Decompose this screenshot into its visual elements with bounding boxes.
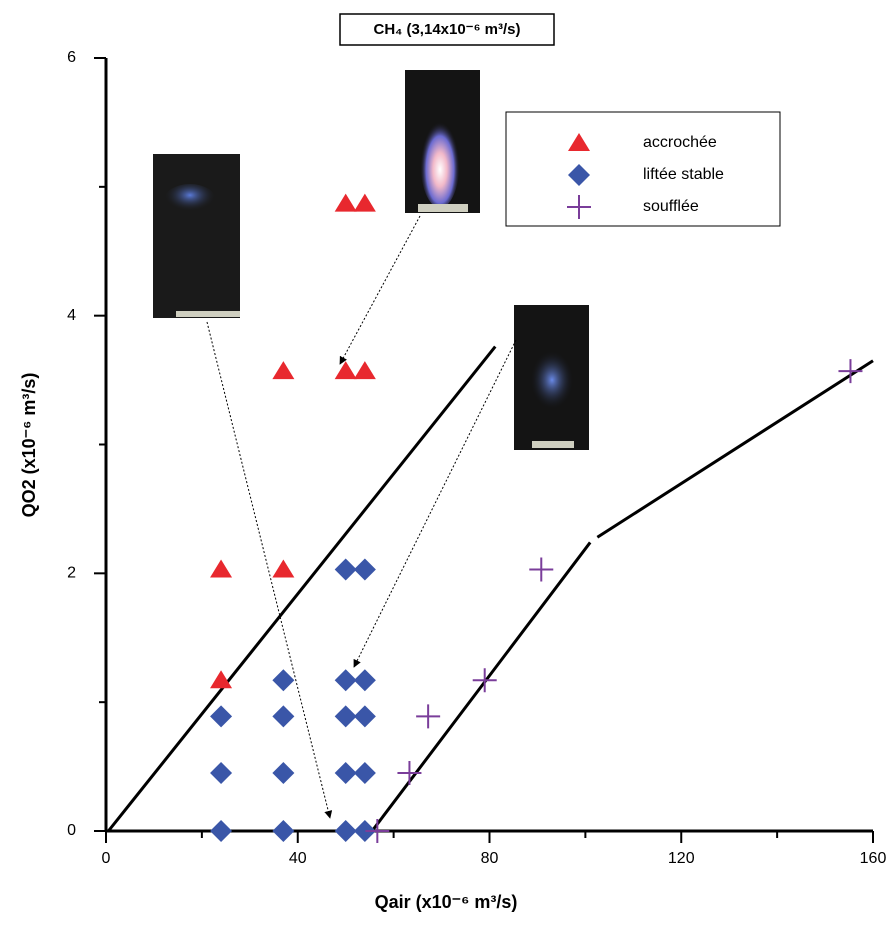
legend-marker [568,164,590,186]
legend-label: accrochée [643,134,717,151]
diamond-marker [334,558,357,581]
arrow [206,321,333,819]
legend [505,111,781,227]
triangle-marker [272,559,295,578]
legend-marker [567,195,591,219]
arrow [353,339,517,668]
diamond-marker [210,705,233,728]
x-tick-label: 40 [289,850,307,867]
boundary-line [370,359,874,832]
x-tick-label: 80 [481,850,499,867]
diamond-marker [272,820,295,842]
diamond-marker [272,705,295,728]
boundary-line [107,345,497,832]
chart-title: CH₄ (3,14x10⁻⁶ m³/s) [373,21,520,38]
diamond-marker [353,669,376,692]
arrow [339,215,421,365]
triangle-marker [210,559,233,578]
flame-photo [153,154,240,318]
legend-label: soufflée [643,198,699,215]
legend-marker [568,133,590,151]
diamond-marker [353,820,376,842]
x-axis-title: Qair (x10⁻⁶ m³/s) [375,892,518,912]
triangle-marker [334,361,357,380]
diamond-marker [353,558,376,581]
y-tick-label: 0 [67,822,76,839]
diamond-marker [272,762,295,785]
x-tick-label: 120 [668,850,695,867]
triangle-marker [334,193,357,212]
diamond-marker [210,820,233,842]
x-tick-label: 160 [860,850,887,867]
diamond-marker [334,705,357,728]
diamond-marker [272,669,295,692]
y-tick-label: 2 [67,565,76,582]
plus-marker [397,761,422,786]
diamond-marker [334,762,357,785]
plus-marker [838,359,863,384]
y-axis-title: QO2 (x10⁻⁶ m³/s) [19,373,39,518]
diamond-marker [353,705,376,728]
y-tick-label: 6 [67,49,76,66]
triangle-marker [210,670,233,689]
flame-photo [514,305,589,450]
triangle-marker [353,361,376,380]
diamond-marker [210,762,233,785]
diamond-marker [334,669,357,692]
triangle-marker [272,361,295,380]
y-tick-label: 4 [67,307,76,324]
plus-marker [416,704,441,729]
diamond-marker [353,762,376,785]
x-tick-label: 0 [102,850,111,867]
legend-label: liftée stable [643,166,724,183]
triangle-marker [353,193,376,212]
diamond-marker [334,820,357,842]
plus-marker [365,819,390,843]
plus-marker [529,557,554,582]
flame-photo [405,70,480,213]
plus-marker [472,668,497,693]
title-box [339,13,555,46]
